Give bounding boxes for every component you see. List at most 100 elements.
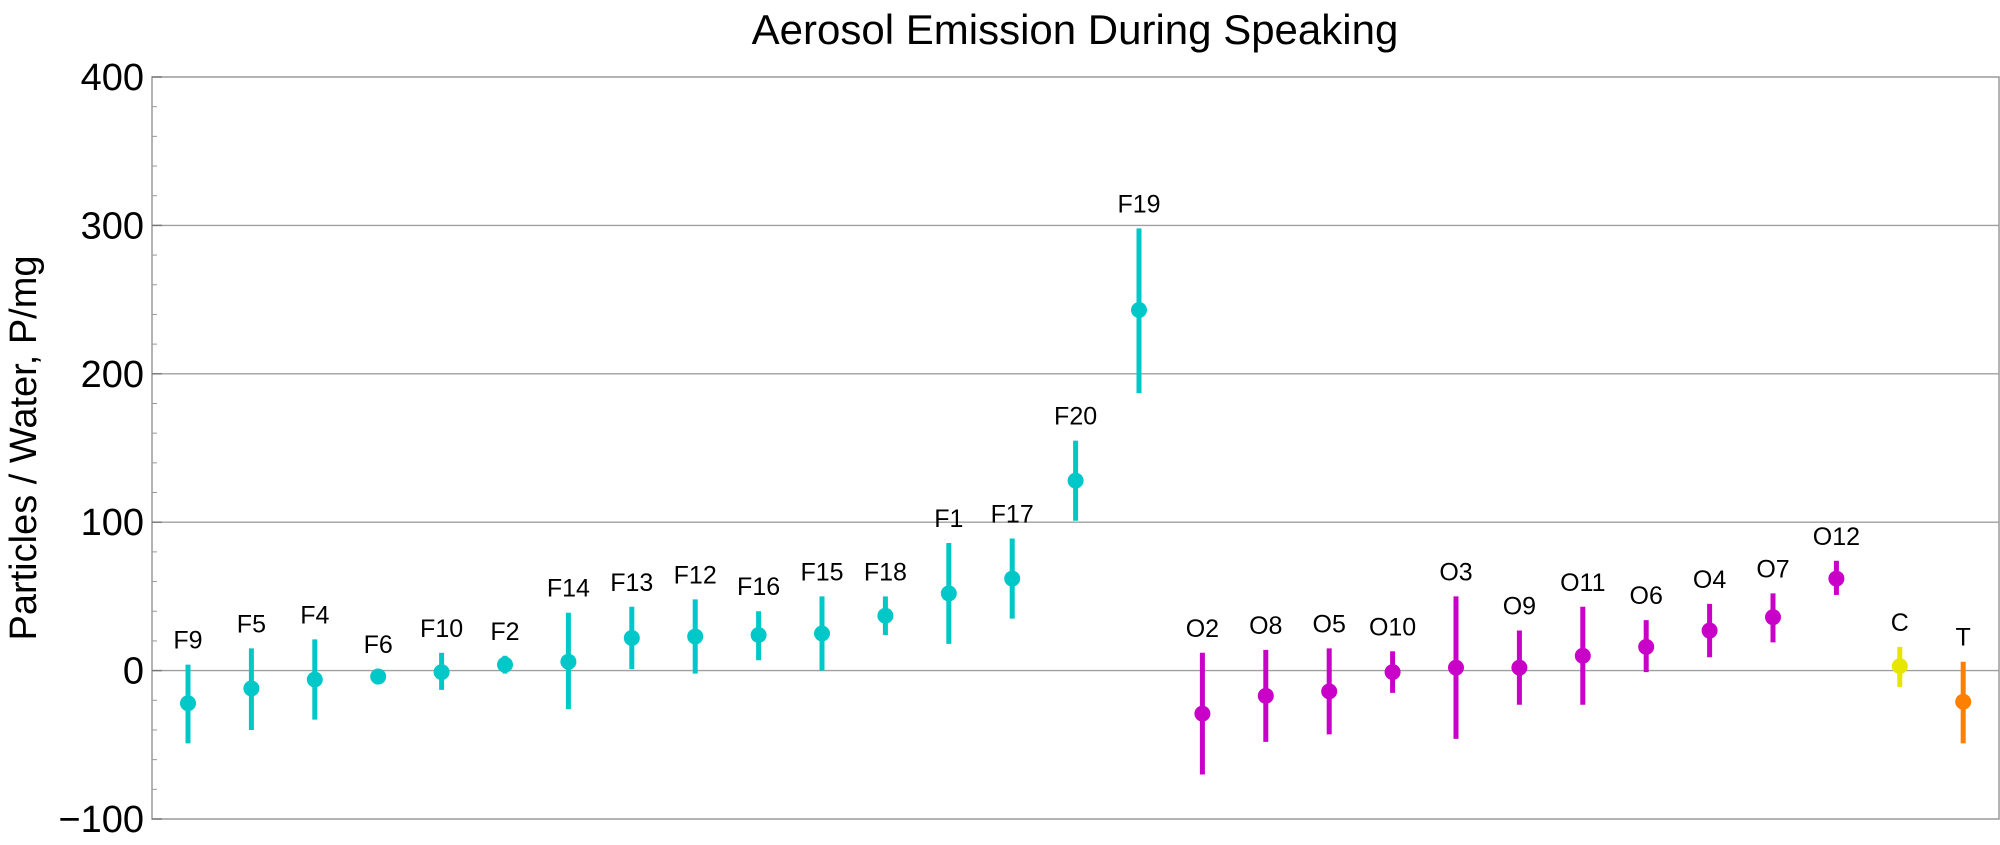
point-O8: O8 bbox=[1249, 612, 1282, 742]
data-marker bbox=[1891, 658, 1908, 675]
point-F10: F10 bbox=[420, 615, 463, 690]
point-F12: F12 bbox=[674, 561, 717, 674]
data-marker bbox=[370, 668, 387, 685]
y-axis-ticks: −100 0 100 200 300 400 bbox=[58, 57, 162, 841]
data-marker bbox=[623, 629, 640, 646]
data-marker bbox=[1448, 659, 1464, 676]
point-label: O8 bbox=[1249, 612, 1282, 640]
y-tick-label: 0 bbox=[123, 651, 144, 693]
plot-frame bbox=[151, 76, 2000, 820]
point-C: C bbox=[1891, 609, 1909, 687]
point-label: O7 bbox=[1756, 555, 1789, 583]
data-marker bbox=[180, 695, 196, 712]
point-label: F12 bbox=[674, 561, 717, 589]
point-F20: F20 bbox=[1054, 403, 1097, 521]
point-O2: O2 bbox=[1186, 615, 1219, 775]
data-marker bbox=[940, 585, 957, 602]
data-marker bbox=[1194, 705, 1211, 722]
point-label: C bbox=[1891, 609, 1909, 637]
point-label: F14 bbox=[547, 575, 590, 603]
point-label: O3 bbox=[1439, 558, 1472, 586]
y-tick-label: 100 bbox=[81, 502, 144, 544]
point-label: F13 bbox=[610, 569, 653, 597]
point-O9: O9 bbox=[1503, 593, 1536, 705]
data-marker bbox=[560, 653, 577, 670]
data-marker bbox=[1384, 664, 1401, 681]
point-label: F9 bbox=[173, 627, 202, 655]
data-marker bbox=[1828, 570, 1845, 587]
point-F17: F17 bbox=[991, 501, 1034, 619]
point-label: F18 bbox=[864, 558, 907, 586]
data-marker bbox=[433, 664, 450, 681]
point-label: F15 bbox=[800, 558, 843, 586]
y-tick-label: 200 bbox=[81, 354, 144, 396]
point-label: O11 bbox=[1560, 569, 1605, 597]
point-label: F16 bbox=[737, 573, 780, 601]
data-marker bbox=[1511, 659, 1528, 676]
point-F19: F19 bbox=[1117, 190, 1161, 394]
data-marker bbox=[1257, 687, 1274, 704]
point-label: O6 bbox=[1630, 582, 1663, 610]
data-marker bbox=[306, 671, 323, 688]
data-marker bbox=[1638, 638, 1655, 655]
point-F16: F16 bbox=[737, 573, 780, 661]
point-label: T bbox=[1956, 624, 1971, 652]
point-F15: F15 bbox=[800, 558, 844, 671]
point-label: F1 bbox=[934, 505, 963, 533]
point-O12: O12 bbox=[1813, 523, 1860, 595]
point-O7: O7 bbox=[1756, 555, 1790, 643]
data-marker bbox=[1004, 570, 1021, 587]
point-T: T bbox=[1955, 624, 1972, 744]
point-F6: F6 bbox=[364, 631, 393, 685]
data-marker bbox=[1067, 472, 1084, 489]
point-O10: O10 bbox=[1369, 613, 1416, 693]
data-marker bbox=[1131, 301, 1147, 318]
data-marker bbox=[1765, 609, 1781, 626]
data-marker bbox=[1321, 683, 1338, 700]
point-F18: F18 bbox=[864, 558, 907, 635]
point-label: F5 bbox=[237, 610, 266, 638]
point-label: F4 bbox=[300, 601, 329, 629]
y-tick-label: 400 bbox=[81, 57, 144, 99]
point-label: O10 bbox=[1369, 613, 1416, 641]
point-F4: F4 bbox=[300, 601, 329, 720]
point-label: O12 bbox=[1813, 523, 1860, 551]
point-O3: O3 bbox=[1439, 558, 1473, 739]
point-F2: F2 bbox=[490, 618, 520, 674]
point-O4: O4 bbox=[1693, 566, 1726, 658]
data-marker bbox=[1701, 622, 1718, 639]
point-F5: F5 bbox=[237, 610, 266, 730]
point-label: F2 bbox=[490, 618, 519, 646]
data-marker bbox=[687, 628, 704, 645]
data-points: F9 F5 F4 F6 F10 F2 F14 F13 F12 F16 F15 F18 F1 F17 F20 F… bbox=[173, 190, 1972, 775]
point-label: F19 bbox=[1117, 190, 1160, 218]
y-axis-label: Particles / Water, P/mg bbox=[3, 255, 45, 640]
y-tick-label: −100 bbox=[58, 799, 144, 840]
point-label: O4 bbox=[1693, 566, 1726, 594]
data-marker bbox=[1574, 647, 1591, 664]
point-label: O9 bbox=[1503, 593, 1536, 621]
point-label: F20 bbox=[1054, 403, 1097, 431]
data-marker bbox=[1955, 693, 1972, 710]
point-label: F6 bbox=[364, 631, 393, 659]
point-F13: F13 bbox=[610, 569, 653, 670]
point-F14: F14 bbox=[547, 575, 590, 710]
point-label: F17 bbox=[991, 501, 1034, 529]
point-label: O2 bbox=[1186, 615, 1219, 643]
grid-lines bbox=[152, 224, 1999, 672]
chart-title: Aerosol Emission During Speaking bbox=[752, 6, 1399, 53]
y-tick-label: 300 bbox=[81, 205, 144, 247]
data-marker bbox=[877, 607, 894, 624]
point-label: O5 bbox=[1313, 610, 1346, 638]
point-label: F10 bbox=[420, 615, 463, 643]
data-marker bbox=[750, 626, 767, 643]
point-O11: O11 bbox=[1560, 569, 1606, 705]
point-O6: O6 bbox=[1630, 582, 1663, 673]
point-O5: O5 bbox=[1313, 610, 1346, 735]
point-F9: F9 bbox=[173, 627, 203, 744]
point-F1: F1 bbox=[934, 505, 963, 644]
data-marker bbox=[497, 656, 513, 673]
data-marker bbox=[243, 680, 260, 697]
